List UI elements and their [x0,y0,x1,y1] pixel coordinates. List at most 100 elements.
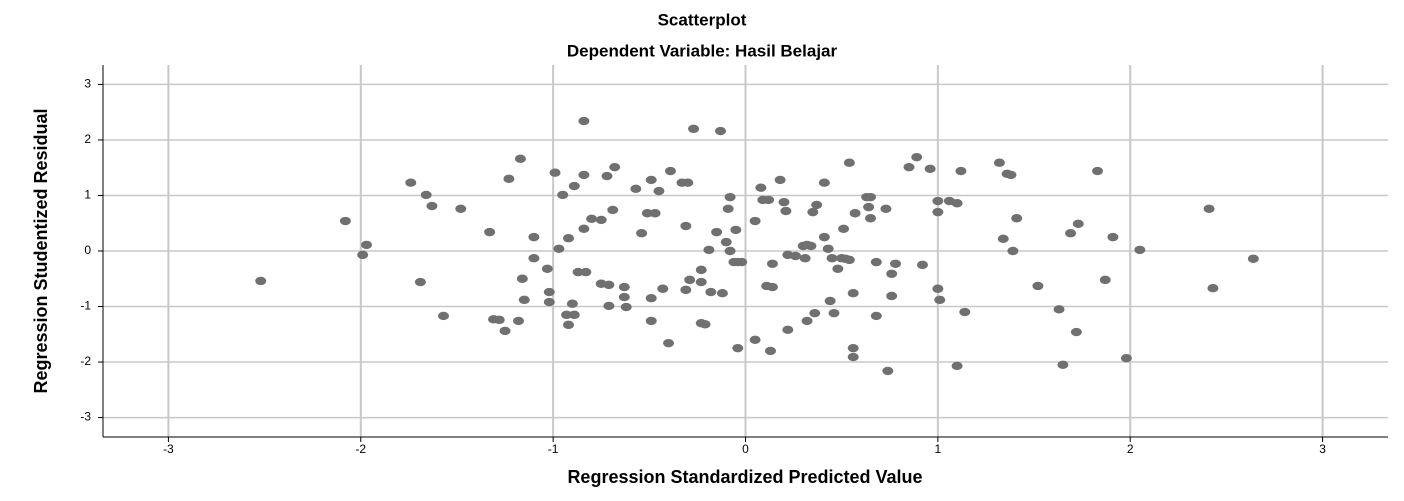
point [1099,275,1111,285]
point [503,174,515,184]
point [568,181,580,191]
x-tick-label: -3 [163,442,174,456]
point [736,257,748,267]
point [688,124,700,134]
x-tick-label: 0 [742,442,749,456]
point [847,352,859,362]
point [603,301,615,311]
x-axis-label: Regression Standardized Predicted Value [567,467,922,487]
point [780,206,792,216]
point [695,277,707,287]
point [847,343,859,353]
point [499,326,511,336]
point [484,227,496,237]
point [832,264,844,273]
point [705,287,717,297]
point [543,287,555,297]
point [1007,246,1019,256]
point [955,166,967,176]
point [514,154,526,164]
point [934,295,946,305]
point [601,171,613,181]
point [886,291,898,301]
point [722,204,734,214]
point [826,254,838,263]
point [880,204,892,214]
point [870,311,882,321]
point [561,310,573,320]
x-tick-label: -1 [548,442,559,456]
point [1011,214,1023,223]
point [724,246,736,256]
y-tick-label: 0 [84,243,91,257]
point [630,184,642,194]
point [714,126,726,136]
point [724,192,736,202]
point [818,232,830,242]
point [636,229,648,238]
point [618,282,630,292]
point [1072,219,1084,228]
point [493,315,505,325]
point [580,267,592,277]
point [822,244,834,253]
point [586,214,598,223]
point [865,214,877,223]
point [645,293,657,303]
point [703,245,715,255]
point [420,190,432,200]
point [886,269,898,278]
point [255,276,267,286]
point [766,282,778,292]
point [1057,360,1069,370]
point [765,346,777,356]
point [818,178,830,187]
x-tick-label: 2 [1127,442,1134,456]
point [1207,284,1219,293]
point [749,216,761,226]
point [543,297,555,307]
point [801,316,813,326]
point [568,310,580,320]
y-tick-label: -3 [80,410,91,424]
point [680,285,692,295]
point [645,175,657,185]
point [1032,281,1044,291]
y-tick-label: -1 [80,299,91,313]
point [682,178,694,187]
point [695,265,707,275]
point [603,280,615,290]
point [361,240,373,250]
x-tick-label: -2 [355,442,366,456]
point [870,257,882,267]
point [557,190,569,200]
point [811,200,823,210]
point [653,186,665,196]
chart-title: Scatterplot [658,10,747,29]
point [932,284,944,293]
y-tick-label: 1 [84,188,91,202]
point [541,264,553,273]
point [528,254,540,263]
point [405,178,417,187]
point [716,288,728,298]
point [843,158,855,167]
point [849,209,861,218]
point [553,244,565,253]
point [951,199,963,208]
point [824,296,836,306]
y-axis-label: Regression Studentized Residual [31,108,51,393]
point [711,227,723,237]
y-tick-label: 3 [84,77,91,91]
point [578,116,590,126]
point [578,224,590,233]
point [620,302,632,312]
point [572,267,584,277]
point [916,260,928,270]
point [518,295,530,305]
point [609,162,621,172]
point [763,195,775,205]
point [838,224,850,233]
point [595,215,607,225]
point [1247,254,1259,263]
